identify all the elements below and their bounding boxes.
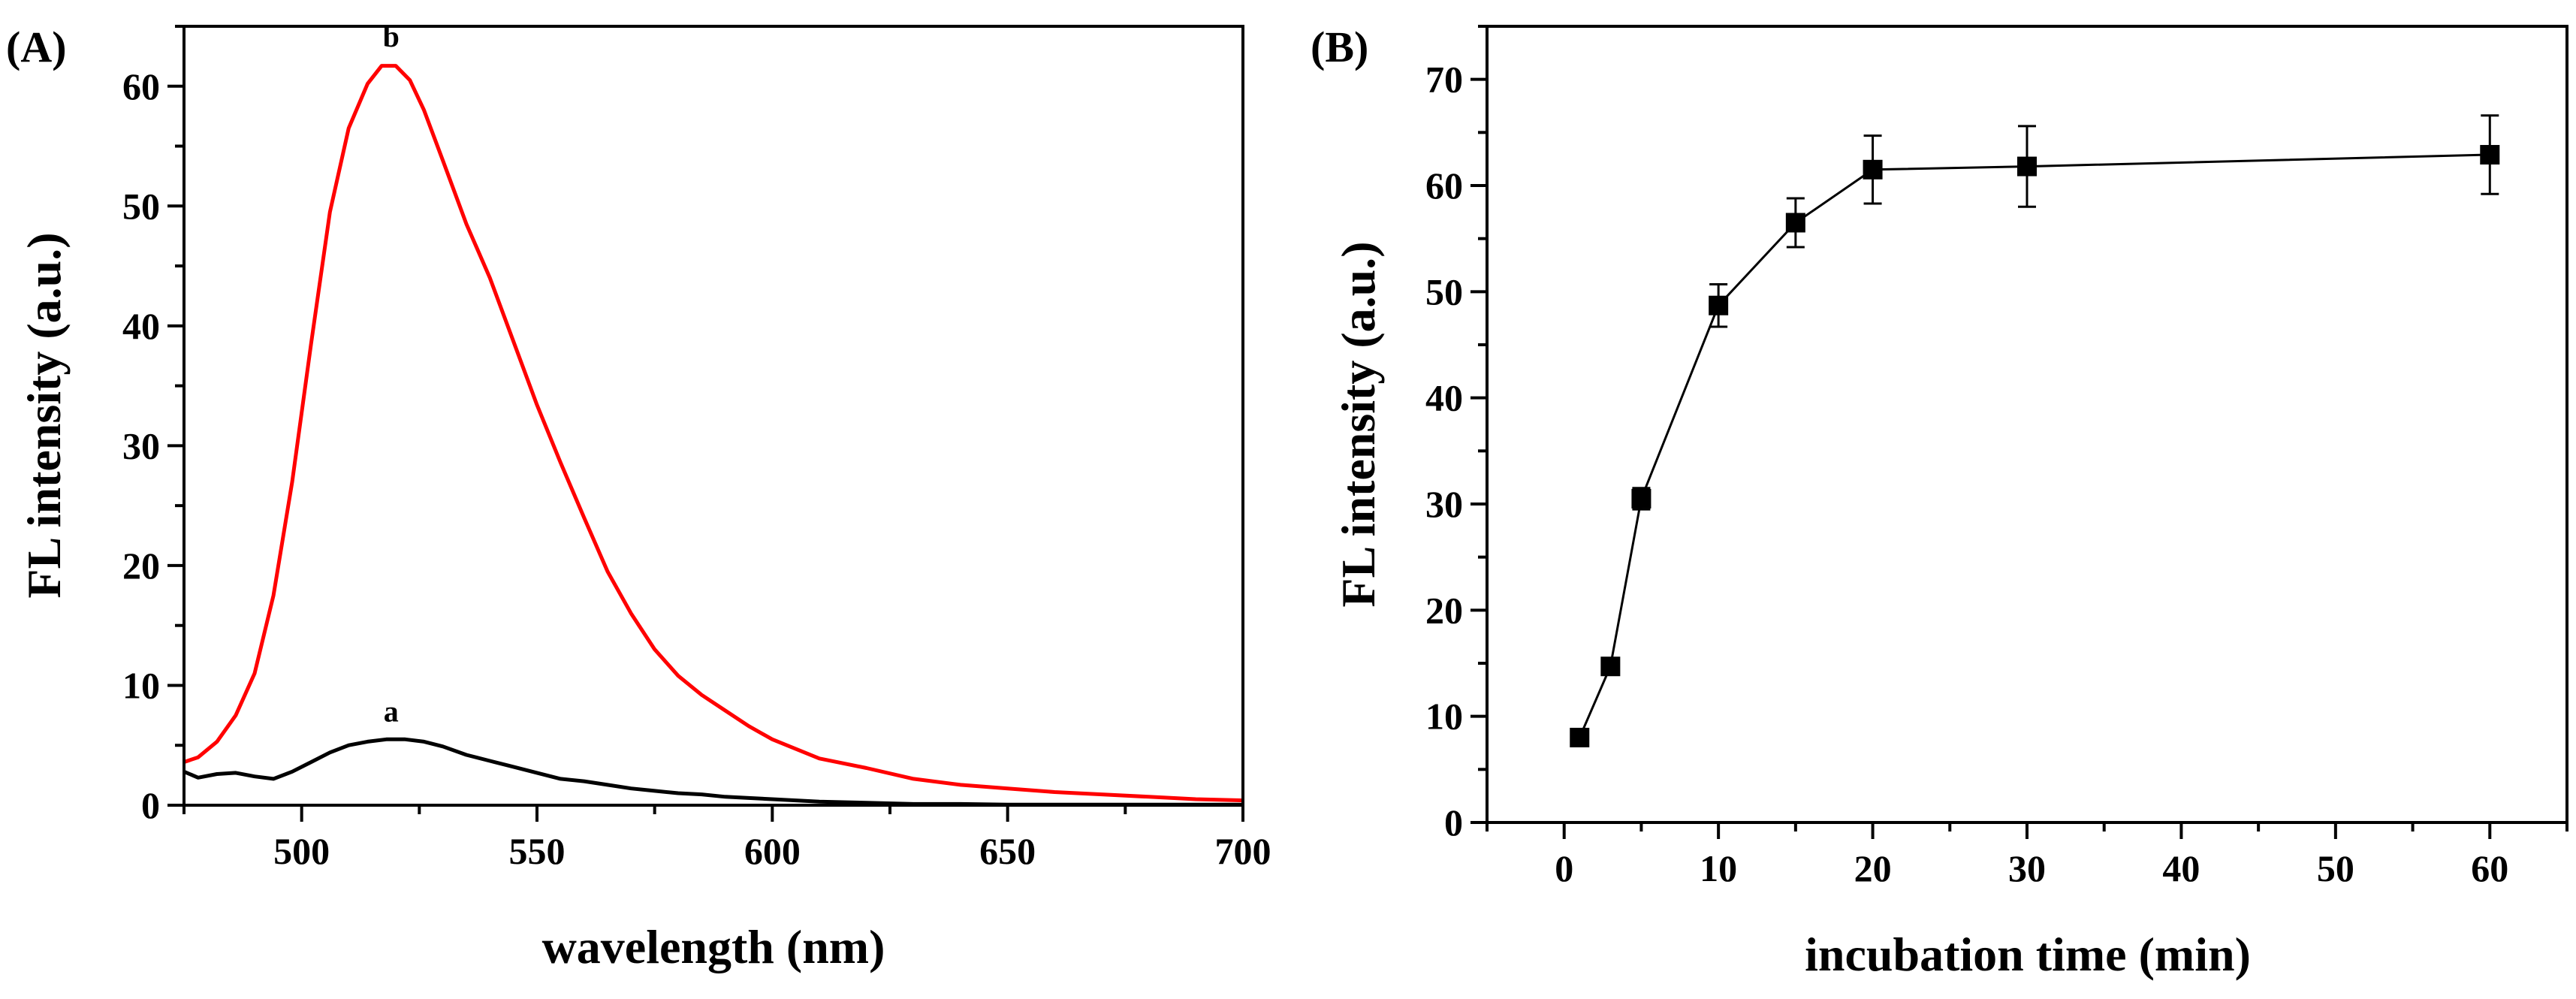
panel-a-y-axis-title: FL intensity (a.u.) bbox=[17, 232, 71, 598]
panel-label-a: (A) bbox=[6, 23, 67, 71]
panel-a-x-axis: 500 550 600 650 700 bbox=[182, 805, 1271, 872]
panel-b-x-tick-label: 40 bbox=[2162, 847, 2200, 889]
curve-label-a: a bbox=[384, 694, 399, 728]
panel-b-plot-area bbox=[1570, 114, 2500, 747]
panel-b-x-tick-label: 0 bbox=[1555, 847, 1573, 889]
panel-b-y-axis-title: FL intensity (a.u.) bbox=[1332, 241, 1385, 607]
panel-a-y-tick-label: 20 bbox=[122, 545, 160, 587]
panel-b-x-tick-label: 30 bbox=[2008, 847, 2046, 889]
panel-a-plot-area bbox=[183, 64, 1244, 807]
curve-label-b: b bbox=[383, 20, 400, 53]
series-line bbox=[1578, 153, 2490, 738]
panel-b-y-tick-label: 30 bbox=[1425, 483, 1463, 525]
panel-a-y-tick-label: 10 bbox=[122, 664, 160, 706]
data-point-marker bbox=[1600, 656, 1621, 677]
data-point-marker bbox=[1863, 159, 1883, 180]
panel-b-x-axis-title: incubation time (min) bbox=[1805, 928, 2251, 981]
panel-a: (A) 500 550 600 650 700 0 10 20 30 40 50 60 wavele… bbox=[6, 20, 1271, 973]
data-point-marker bbox=[1709, 295, 1729, 315]
panel-a-x-tick-label: 600 bbox=[744, 830, 801, 872]
panel-b-y-tick-label: 0 bbox=[1444, 801, 1463, 844]
panel-b-x-tick-label: 50 bbox=[2317, 847, 2354, 889]
panel-a-annotations: ab bbox=[383, 20, 400, 728]
panel-a-x-tick-label: 550 bbox=[509, 830, 566, 872]
panel-a-y-tick-label: 0 bbox=[141, 784, 160, 826]
panel-b-x-tick-label: 60 bbox=[2471, 847, 2508, 889]
panel-a-x-tick-label: 500 bbox=[273, 830, 330, 872]
data-point-marker bbox=[2017, 156, 2037, 177]
panel-b-y-axis: 0 10 20 30 40 50 60 70 bbox=[1425, 25, 1487, 844]
panel-b-y-tick-label: 70 bbox=[1425, 59, 1463, 101]
data-point-marker bbox=[1570, 727, 1590, 747]
data-point-marker bbox=[2480, 145, 2500, 165]
panel-b-y-tick-label: 40 bbox=[1425, 377, 1463, 419]
panel-a-y-axis: 0 10 20 30 40 50 60 bbox=[122, 25, 184, 826]
panel-b-x-tick-label: 20 bbox=[1854, 847, 1892, 889]
panel-a-x-axis-title: wavelength (nm) bbox=[542, 920, 885, 973]
data-point-marker bbox=[1631, 488, 1651, 509]
panel-a-frame bbox=[182, 25, 1244, 807]
panel-a-y-tick-label: 40 bbox=[122, 305, 160, 347]
panel-b-y-tick-label: 10 bbox=[1425, 696, 1463, 738]
panel-a-y-tick-label: 50 bbox=[122, 185, 160, 227]
panel-label-b: (B) bbox=[1311, 23, 1368, 71]
panel-a-x-tick-label: 650 bbox=[979, 830, 1036, 872]
panel-b-y-tick-label: 50 bbox=[1425, 270, 1463, 312]
panel-a-x-tick-label: 700 bbox=[1215, 830, 1271, 872]
panel-b-x-tick-label: 10 bbox=[1700, 847, 1737, 889]
panel-b-y-tick-label: 20 bbox=[1425, 589, 1463, 631]
panel-b: (B) 0 10 20 30 40 50 60 0 10 20 30 40 50 60 70 incuba… bbox=[1311, 23, 2568, 981]
panel-a-y-tick-label: 30 bbox=[122, 424, 160, 466]
panel-a-y-tick-label: 60 bbox=[122, 65, 160, 107]
series-b-line bbox=[183, 64, 1244, 803]
panel-b-y-tick-label: 60 bbox=[1425, 164, 1463, 207]
series-a-line bbox=[183, 737, 1243, 807]
panel-b-x-axis: 0 10 20 30 40 50 60 bbox=[1486, 822, 2568, 889]
data-point-marker bbox=[1785, 213, 1805, 233]
